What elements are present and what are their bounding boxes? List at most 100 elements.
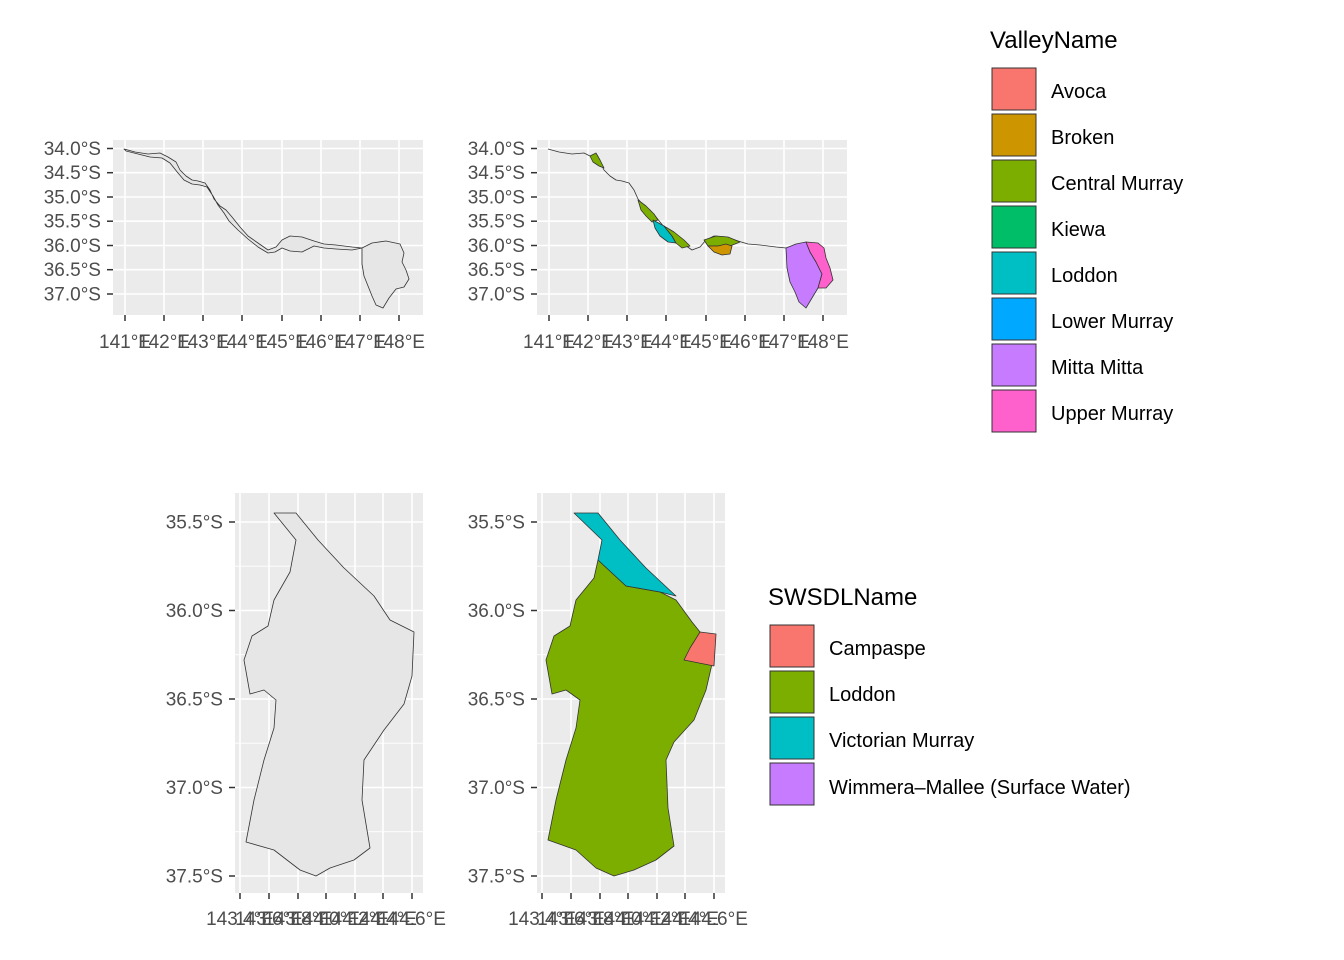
legend-swatch — [769, 716, 815, 760]
legend-swatch — [991, 297, 1037, 341]
upper-murray-shape — [805, 241, 834, 289]
legend-entry: Avoca — [991, 67, 1107, 111]
x-tick-label: 145°E — [680, 332, 732, 353]
x-tick-label: 144.0°E — [594, 909, 662, 930]
legend-swatch — [769, 624, 815, 668]
y-tick-label: 35.5°S — [468, 212, 525, 233]
y-tick-label: 36.5°S — [468, 690, 525, 711]
legend-label: Kiewa — [1051, 219, 1106, 241]
legend-entry: Campaspe — [769, 624, 926, 668]
central-murray-shape — [663, 225, 691, 249]
map-shapes — [547, 148, 834, 309]
y-tick-label: 35.5°S — [44, 212, 101, 233]
legend-label: Lower Murray — [1051, 311, 1173, 333]
x-tick-label: 143.8°E — [566, 909, 634, 930]
x-tick-label: 143.4°E — [206, 909, 274, 930]
y-tick-label: 36.5°S — [166, 690, 223, 711]
y-tick-label: 37.0°S — [166, 778, 223, 799]
x-tick-label: 144.4°E — [651, 909, 719, 930]
panel-valley-outline: 34.0°S 34.5°S 35.0°S 35.5°S 36.0°S 36.5°… — [44, 139, 425, 353]
broken-shape — [707, 243, 733, 256]
legend-swatch — [991, 389, 1037, 433]
legend-entry: Victorian Murray — [769, 716, 974, 760]
map-shapes — [545, 512, 717, 877]
x-tick-label: 144°E — [216, 332, 268, 353]
x-tick-label: 141°E — [523, 332, 575, 353]
y-tick-label: 35.5°S — [166, 513, 223, 534]
y-tick-label: 35.0°S — [468, 188, 525, 209]
x-tick-label: 144.2°E — [623, 909, 691, 930]
legend-swatch — [991, 67, 1037, 111]
y-tick-label: 36.0°S — [468, 601, 525, 622]
y-tick-label: 35.5°S — [468, 513, 525, 534]
legend-entry: Central Murray — [991, 159, 1183, 203]
x-tick-label: 144.6°E — [378, 909, 446, 930]
x-tick-label: 143°E — [177, 332, 229, 353]
legend-label: Broken — [1051, 127, 1114, 149]
x-tick-label: 143°E — [601, 332, 653, 353]
legend-swatch — [769, 670, 815, 714]
x-tick-label: 144.4°E — [349, 909, 417, 930]
legend-label: Campaspe — [829, 638, 926, 660]
x-tick-label: 144°E — [640, 332, 692, 353]
x-tick-label: 148°E — [797, 332, 849, 353]
legend-swsdlname: SWSDLName Campaspe Loddon Victorian Murr… — [768, 584, 1131, 806]
legend-swatch — [991, 205, 1037, 249]
x-axis: 141°E 142°E 143°E 144°E 145°E 146°E 147°… — [523, 315, 849, 353]
legend-entry: Loddon — [769, 670, 896, 714]
legend-label: Loddon — [829, 684, 896, 706]
y-tick-label: 37.5°S — [468, 867, 525, 888]
x-tick-label: 148°E — [373, 332, 425, 353]
y-tick-label: 36.5°S — [44, 260, 101, 281]
legend-swatch — [991, 113, 1037, 157]
y-tick-label: 37.0°S — [468, 285, 525, 306]
legend-valleyname: ValleyName Avoca Broken Central Murray K… — [990, 27, 1183, 433]
x-axis: 141°E 142°E 143°E 144°E 145°E 146°E 147°… — [99, 315, 425, 353]
central-murray-shape — [589, 152, 605, 169]
y-tick-label: 36.0°S — [468, 236, 525, 257]
x-tick-label: 143.4°E — [508, 909, 576, 930]
y-tick-label: 36.0°S — [166, 601, 223, 622]
y-tick-label: 37.0°S — [44, 285, 101, 306]
eastern-valley-shape — [361, 240, 410, 309]
campaspe-shape — [683, 631, 717, 667]
y-tick-label: 35.0°S — [44, 188, 101, 209]
victorian-murray-shape — [573, 512, 677, 597]
x-tick-label: 144.0°E — [292, 909, 360, 930]
x-tick-label: 144.6°E — [680, 909, 748, 930]
x-axis: 143.4°E 143.6°E 143.8°E 144.0°E 144.2°E … — [508, 893, 748, 930]
legend-entry: Wimmera–Mallee (Surface Water) — [769, 762, 1131, 806]
y-tick-label: 34.5°S — [468, 163, 525, 184]
legend-swatch — [991, 159, 1037, 203]
river-corridor-shape — [123, 148, 363, 254]
x-tick-label: 142°E — [562, 332, 614, 353]
y-axis: 34.0°S 34.5°S 35.0°S 35.5°S 36.0°S 36.5°… — [468, 139, 537, 306]
y-tick-label: 34.0°S — [468, 139, 525, 160]
x-axis: 143.4°E 143.6°E 143.8°E 144.0°E 144.2°E … — [206, 893, 446, 930]
x-tick-label: 146°E — [295, 332, 347, 353]
x-tick-label: 143.6°E — [235, 909, 303, 930]
legend-label: Central Murray — [1051, 173, 1183, 195]
legend-swatch — [991, 251, 1037, 295]
legend-title: SWSDLName — [768, 584, 917, 611]
legend-label: Wimmera–Mallee (Surface Water) — [829, 777, 1131, 799]
legend-entry: Upper Murray — [991, 389, 1173, 433]
y-tick-label: 37.5°S — [166, 867, 223, 888]
x-tick-label: 147°E — [334, 332, 386, 353]
x-tick-label: 145°E — [256, 332, 308, 353]
legend-entry: Broken — [991, 113, 1114, 157]
x-tick-label: 143.8°E — [264, 909, 332, 930]
legend-label: Loddon — [1051, 265, 1118, 287]
panel-valley-filled: 34.0°S 34.5°S 35.0°S 35.5°S 36.0°S 36.5°… — [468, 139, 849, 353]
y-axis: 35.5°S 36.0°S 36.5°S 37.0°S 37.5°S — [166, 513, 235, 888]
legend-label: Mitta Mitta — [1051, 357, 1144, 379]
y-axis: 35.5°S 36.0°S 36.5°S 37.0°S 37.5°S — [468, 513, 537, 888]
grid — [113, 140, 423, 315]
y-tick-label: 34.0°S — [44, 139, 101, 160]
panel-swsdl-filled: 35.5°S 36.0°S 36.5°S 37.0°S 37.5°S 143.4… — [468, 493, 748, 930]
y-tick-label: 34.5°S — [44, 163, 101, 184]
x-tick-label: 143.6°E — [537, 909, 605, 930]
legend-swatch — [769, 762, 815, 806]
map-shapes — [123, 148, 410, 309]
